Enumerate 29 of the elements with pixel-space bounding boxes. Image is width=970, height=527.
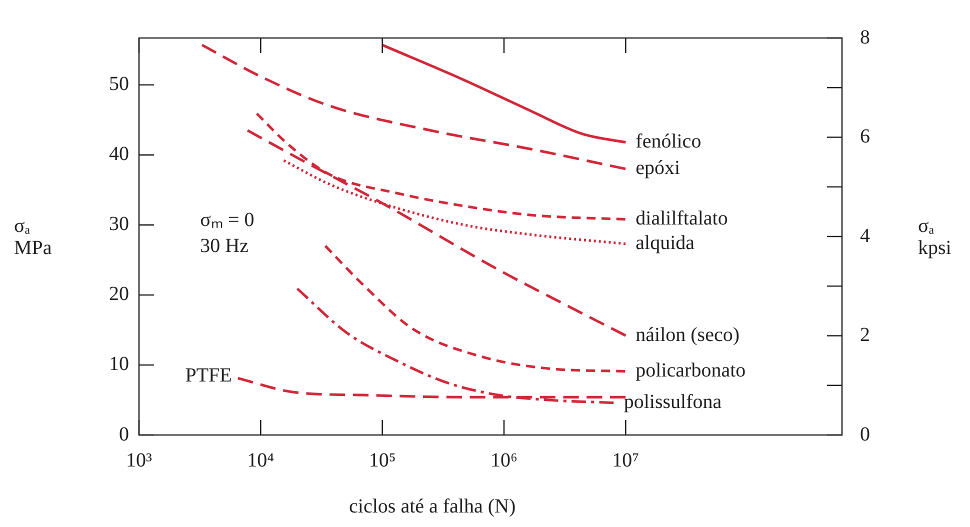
y2-tick-label: 0 <box>860 423 870 446</box>
y2-tick-label: 4 <box>860 224 870 247</box>
x-tick-label: 10⁴ <box>247 449 274 472</box>
x-tick-label: 10³ <box>126 449 152 472</box>
y-tick-label: 0 <box>119 423 129 446</box>
x-tick-label: 10⁷ <box>612 449 640 472</box>
series-label: policarbonato <box>636 360 746 382</box>
y-axis-title: σₐ MPa <box>14 214 52 259</box>
series-label: dialilftalato <box>636 208 728 230</box>
y2-axis-title: σₐ kpsi <box>918 214 952 259</box>
annotation: 30 Hz <box>200 234 249 257</box>
x-tick-label: 10⁵ <box>368 449 396 472</box>
y2-tick-label: 6 <box>860 126 870 148</box>
y2-tick-label: 2 <box>860 324 870 346</box>
y-tick-label: 50 <box>109 73 129 96</box>
y-tick-label: 10 <box>109 353 129 376</box>
series-label: náilon (seco) <box>636 324 740 346</box>
series-label: epóxi <box>636 157 681 180</box>
y-tick-label: 30 <box>109 213 129 236</box>
annotation: σₘ = 0 <box>200 208 254 231</box>
x-axis-title: ciclos até a falha (N) <box>349 495 516 518</box>
y2-tick-label: 8 <box>860 26 870 48</box>
y-tick-label: 40 <box>109 143 129 166</box>
series-label: polissulfona <box>624 391 722 414</box>
series-label: alquida <box>636 232 695 254</box>
x-tick-label: 10⁶ <box>490 449 518 472</box>
series-label: PTFE <box>185 364 232 387</box>
y-tick-label: 20 <box>109 283 129 306</box>
series-label: fenólico <box>636 130 702 153</box>
